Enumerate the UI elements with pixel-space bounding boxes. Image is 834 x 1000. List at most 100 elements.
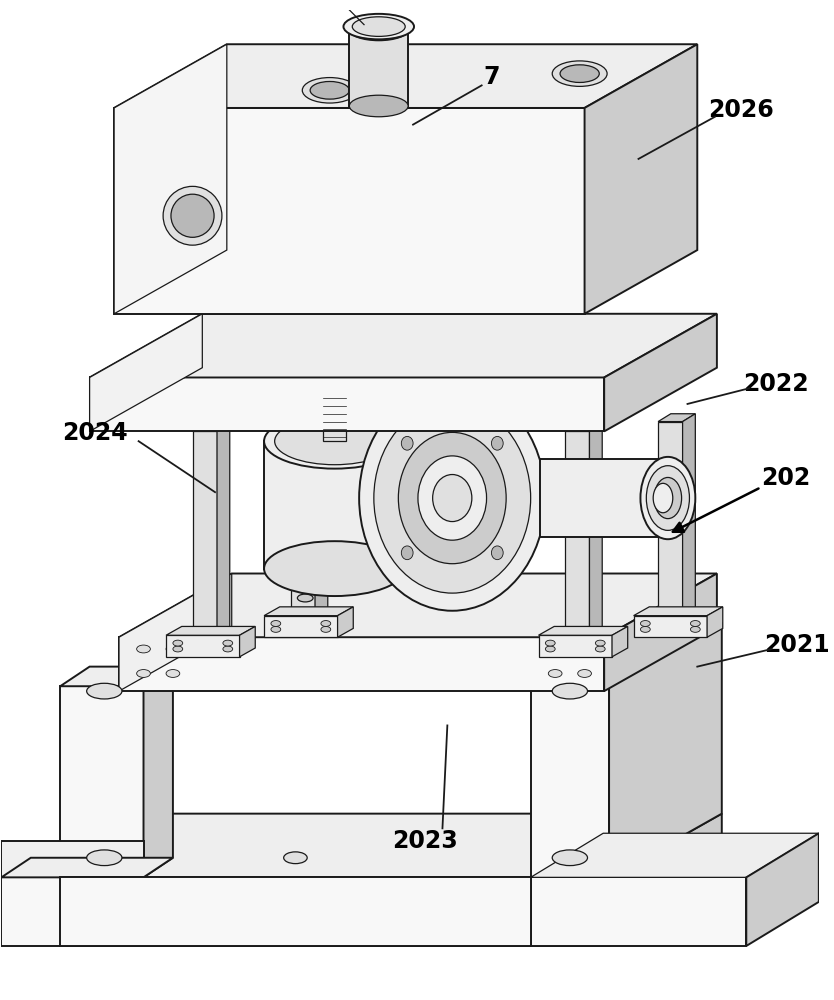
Ellipse shape [641, 626, 651, 632]
Ellipse shape [223, 646, 233, 652]
Ellipse shape [578, 670, 591, 677]
Polygon shape [2, 877, 143, 946]
Ellipse shape [552, 683, 587, 699]
Polygon shape [609, 623, 721, 877]
Polygon shape [166, 626, 255, 635]
Ellipse shape [349, 19, 408, 40]
Ellipse shape [87, 683, 122, 699]
Polygon shape [60, 667, 173, 686]
Ellipse shape [646, 466, 690, 530]
Ellipse shape [349, 95, 408, 117]
Ellipse shape [302, 78, 357, 103]
Polygon shape [634, 607, 723, 616]
Ellipse shape [310, 81, 349, 99]
Ellipse shape [433, 475, 472, 522]
Polygon shape [315, 414, 328, 623]
Polygon shape [2, 841, 143, 877]
Polygon shape [585, 44, 697, 314]
Ellipse shape [173, 646, 183, 652]
Ellipse shape [374, 403, 530, 593]
Polygon shape [604, 314, 717, 431]
Polygon shape [530, 833, 819, 877]
Polygon shape [60, 877, 530, 946]
Polygon shape [119, 574, 717, 637]
Ellipse shape [166, 670, 180, 677]
Polygon shape [612, 626, 628, 657]
Polygon shape [539, 635, 612, 657]
Polygon shape [658, 414, 696, 422]
Polygon shape [60, 814, 721, 877]
Ellipse shape [352, 17, 405, 36]
Polygon shape [539, 626, 628, 635]
Polygon shape [290, 422, 315, 623]
Ellipse shape [87, 850, 122, 866]
Ellipse shape [264, 541, 405, 596]
Ellipse shape [166, 645, 180, 653]
Ellipse shape [578, 645, 591, 653]
Ellipse shape [359, 385, 545, 611]
Polygon shape [540, 459, 668, 537]
Polygon shape [530, 686, 609, 877]
Ellipse shape [595, 646, 605, 652]
Ellipse shape [298, 594, 313, 602]
Polygon shape [89, 314, 203, 431]
Polygon shape [143, 667, 173, 877]
Polygon shape [114, 44, 697, 108]
Polygon shape [60, 686, 143, 877]
Polygon shape [264, 441, 405, 569]
Text: 2022: 2022 [743, 372, 808, 396]
Polygon shape [530, 877, 746, 946]
Ellipse shape [491, 436, 503, 450]
Ellipse shape [401, 436, 413, 450]
Polygon shape [60, 877, 609, 946]
Ellipse shape [344, 14, 414, 39]
Ellipse shape [641, 621, 651, 626]
Polygon shape [707, 607, 723, 637]
Ellipse shape [418, 456, 486, 540]
Polygon shape [290, 414, 328, 422]
Polygon shape [89, 314, 717, 377]
Ellipse shape [271, 626, 281, 632]
Ellipse shape [323, 387, 346, 397]
Ellipse shape [358, 22, 399, 37]
Text: 202: 202 [761, 466, 810, 490]
Polygon shape [682, 414, 696, 623]
Text: 2023: 2023 [392, 829, 458, 853]
Polygon shape [114, 108, 585, 314]
Polygon shape [658, 422, 682, 623]
Polygon shape [239, 626, 255, 657]
Ellipse shape [653, 483, 673, 513]
Polygon shape [193, 424, 229, 431]
Polygon shape [217, 424, 229, 642]
Text: 2024: 2024 [62, 421, 128, 445]
Ellipse shape [560, 65, 600, 82]
Ellipse shape [545, 646, 555, 652]
Ellipse shape [552, 850, 587, 866]
Ellipse shape [137, 645, 150, 653]
Ellipse shape [399, 432, 506, 564]
Polygon shape [530, 623, 721, 686]
Polygon shape [338, 607, 354, 637]
Ellipse shape [440, 586, 455, 594]
Text: 2021: 2021 [765, 633, 830, 657]
Ellipse shape [491, 546, 503, 560]
Text: 2026: 2026 [709, 98, 774, 122]
Ellipse shape [548, 670, 562, 677]
Ellipse shape [163, 186, 222, 245]
Polygon shape [166, 635, 239, 657]
Ellipse shape [654, 477, 681, 519]
Polygon shape [2, 858, 173, 877]
Ellipse shape [274, 418, 394, 465]
Ellipse shape [137, 670, 150, 677]
Ellipse shape [321, 626, 331, 632]
Polygon shape [565, 424, 602, 431]
Polygon shape [264, 616, 338, 637]
Ellipse shape [545, 640, 555, 646]
Polygon shape [323, 392, 346, 441]
Polygon shape [89, 377, 604, 431]
Polygon shape [193, 431, 217, 642]
Ellipse shape [173, 640, 183, 646]
Ellipse shape [264, 414, 405, 469]
Polygon shape [114, 44, 227, 314]
Ellipse shape [595, 640, 605, 646]
